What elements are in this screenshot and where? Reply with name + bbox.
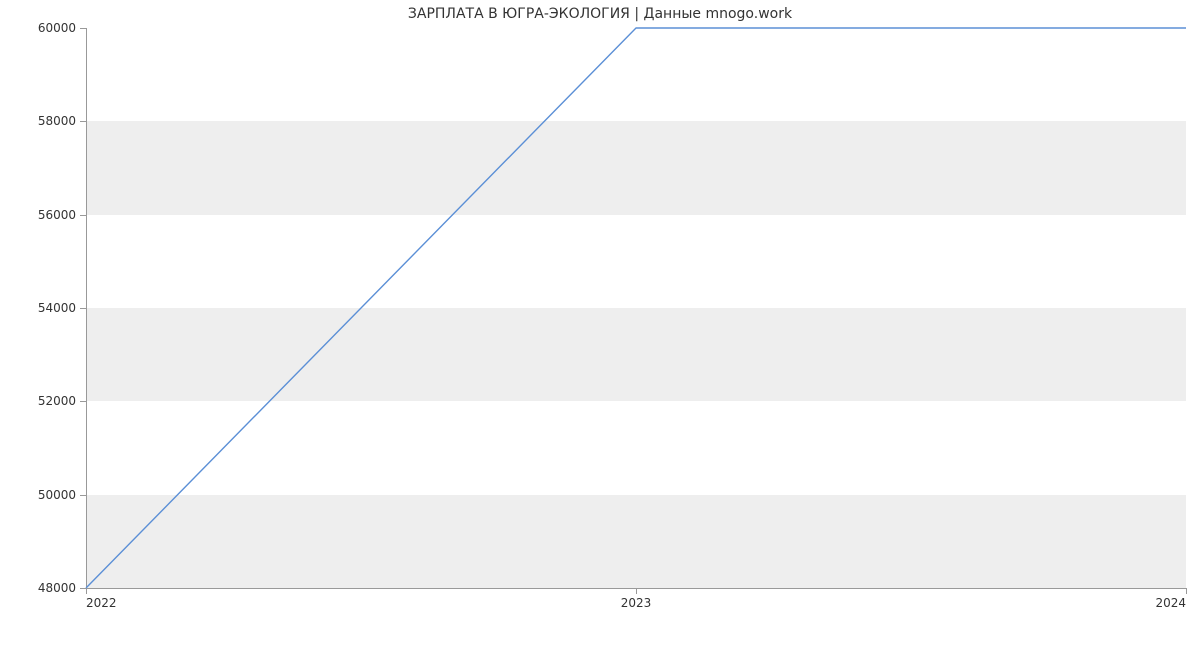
xtick-label: 2023 <box>621 596 652 610</box>
xtick-mark <box>636 588 637 594</box>
ytick-label: 58000 <box>26 114 76 128</box>
plot-area: 4800050000520005400056000580006000020222… <box>86 28 1186 588</box>
xtick-mark <box>1186 588 1187 594</box>
ytick-label: 54000 <box>26 301 76 315</box>
ytick-label: 56000 <box>26 208 76 222</box>
ytick-label: 48000 <box>26 581 76 595</box>
xtick-label: 2024 <box>1155 596 1186 610</box>
ytick-label: 60000 <box>26 21 76 35</box>
chart-title: ЗАРПЛАТА В ЮГРА-ЭКОЛОГИЯ | Данные mnogo.… <box>408 6 792 22</box>
xtick-mark <box>86 588 87 594</box>
xtick-label: 2022 <box>86 596 117 610</box>
ytick-label: 52000 <box>26 394 76 408</box>
line-layer <box>86 28 1186 588</box>
ytick-label: 50000 <box>26 488 76 502</box>
series-line <box>86 28 1186 588</box>
